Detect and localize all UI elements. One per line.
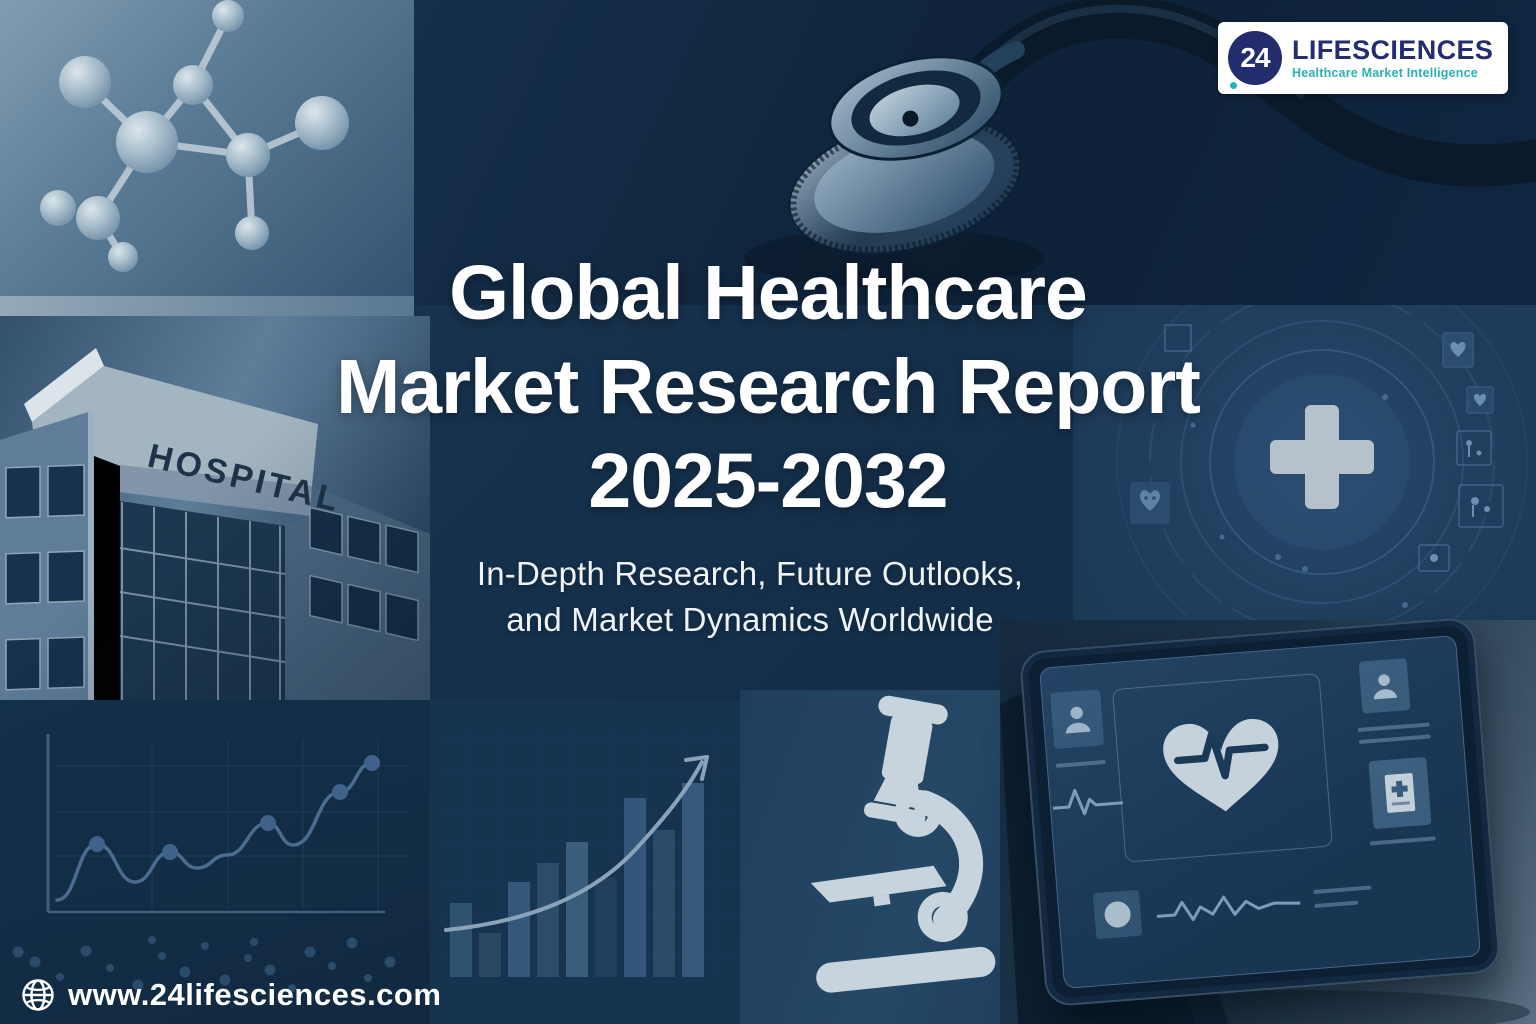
ecg-waveform-icon xyxy=(1156,895,1301,922)
title-line-3: 2025-2032 xyxy=(588,438,948,524)
line-chart-graphic xyxy=(12,734,408,992)
microscope-icon xyxy=(810,690,1040,1024)
brand-logo[interactable]: 24 LIFESCIENCES Healthcare Market Intell… xyxy=(1218,22,1508,94)
logo-dot xyxy=(1230,82,1237,89)
user-icon xyxy=(1065,706,1091,734)
title-line-1: Global Healthcare xyxy=(449,250,1088,336)
hospital-image-panel: HOSPITAL xyxy=(0,316,430,700)
user-icon xyxy=(1373,674,1397,700)
hud-tiles xyxy=(1130,324,1504,572)
website-url: www.24lifesciences.com xyxy=(68,977,442,1012)
stethoscope-image xyxy=(744,0,1536,288)
molecule-image-panel xyxy=(0,0,414,316)
medical-record-icon xyxy=(1384,773,1416,813)
title-line-2: Market Research Report xyxy=(336,344,1201,430)
trend-line xyxy=(12,755,396,992)
bar-chart-panel xyxy=(430,700,760,1024)
medical-cross-graphic xyxy=(1116,305,1528,650)
medical-cross-icon xyxy=(1270,405,1374,509)
line-chart-panel xyxy=(0,700,440,1024)
tablet-image-panel xyxy=(1000,616,1536,1024)
logo-badge: 24 xyxy=(1228,31,1282,85)
molecule-atoms xyxy=(40,0,349,272)
growth-curve xyxy=(444,760,704,932)
stethoscope-bell xyxy=(828,55,1004,161)
tablet-device xyxy=(1018,616,1502,1008)
status-tile xyxy=(1092,889,1143,940)
line-chart-grid xyxy=(55,740,408,910)
bar-chart-graphic xyxy=(440,728,740,978)
patient-tile-2 xyxy=(1358,658,1411,714)
molecule-image xyxy=(40,0,349,272)
subtitle-line-1: In-Depth Research, Future Outlooks, xyxy=(476,555,1024,592)
medical-record-tile xyxy=(1368,756,1432,830)
microscope-panel xyxy=(740,690,1040,1024)
patient-tile xyxy=(1050,689,1105,749)
globe-icon xyxy=(22,979,54,1011)
growth-arrow-icon xyxy=(684,755,709,781)
circle-icon xyxy=(1104,901,1131,928)
page-subtitle: In-Depth Research, Future Outlooks, and … xyxy=(0,551,1500,643)
growth-bars xyxy=(450,783,704,977)
pulse-line-icon xyxy=(1052,788,1123,816)
logo-tagline: Healthcare Market Intelligence xyxy=(1292,66,1478,80)
hud-dots xyxy=(1190,394,1408,608)
health-dashboard-card xyxy=(1111,672,1333,863)
molecule-table-edge xyxy=(0,296,414,316)
logo-badge-number: 24 xyxy=(1240,42,1270,73)
tablet-screen xyxy=(1039,635,1481,989)
subtitle-line-2: and Market Dynamics Worldwide xyxy=(506,601,994,638)
logo-text: LIFESCIENCES Healthcare Market Intellige… xyxy=(1292,35,1494,81)
page-title: Global Healthcare Market Research Report… xyxy=(0,246,1536,528)
medical-cross-panel xyxy=(1073,305,1536,650)
heart-ecg-icon xyxy=(1163,719,1279,812)
website-link[interactable]: www.24lifesciences.com xyxy=(20,977,441,1013)
logo-brand-name: LIFESCIENCES xyxy=(1292,35,1494,65)
